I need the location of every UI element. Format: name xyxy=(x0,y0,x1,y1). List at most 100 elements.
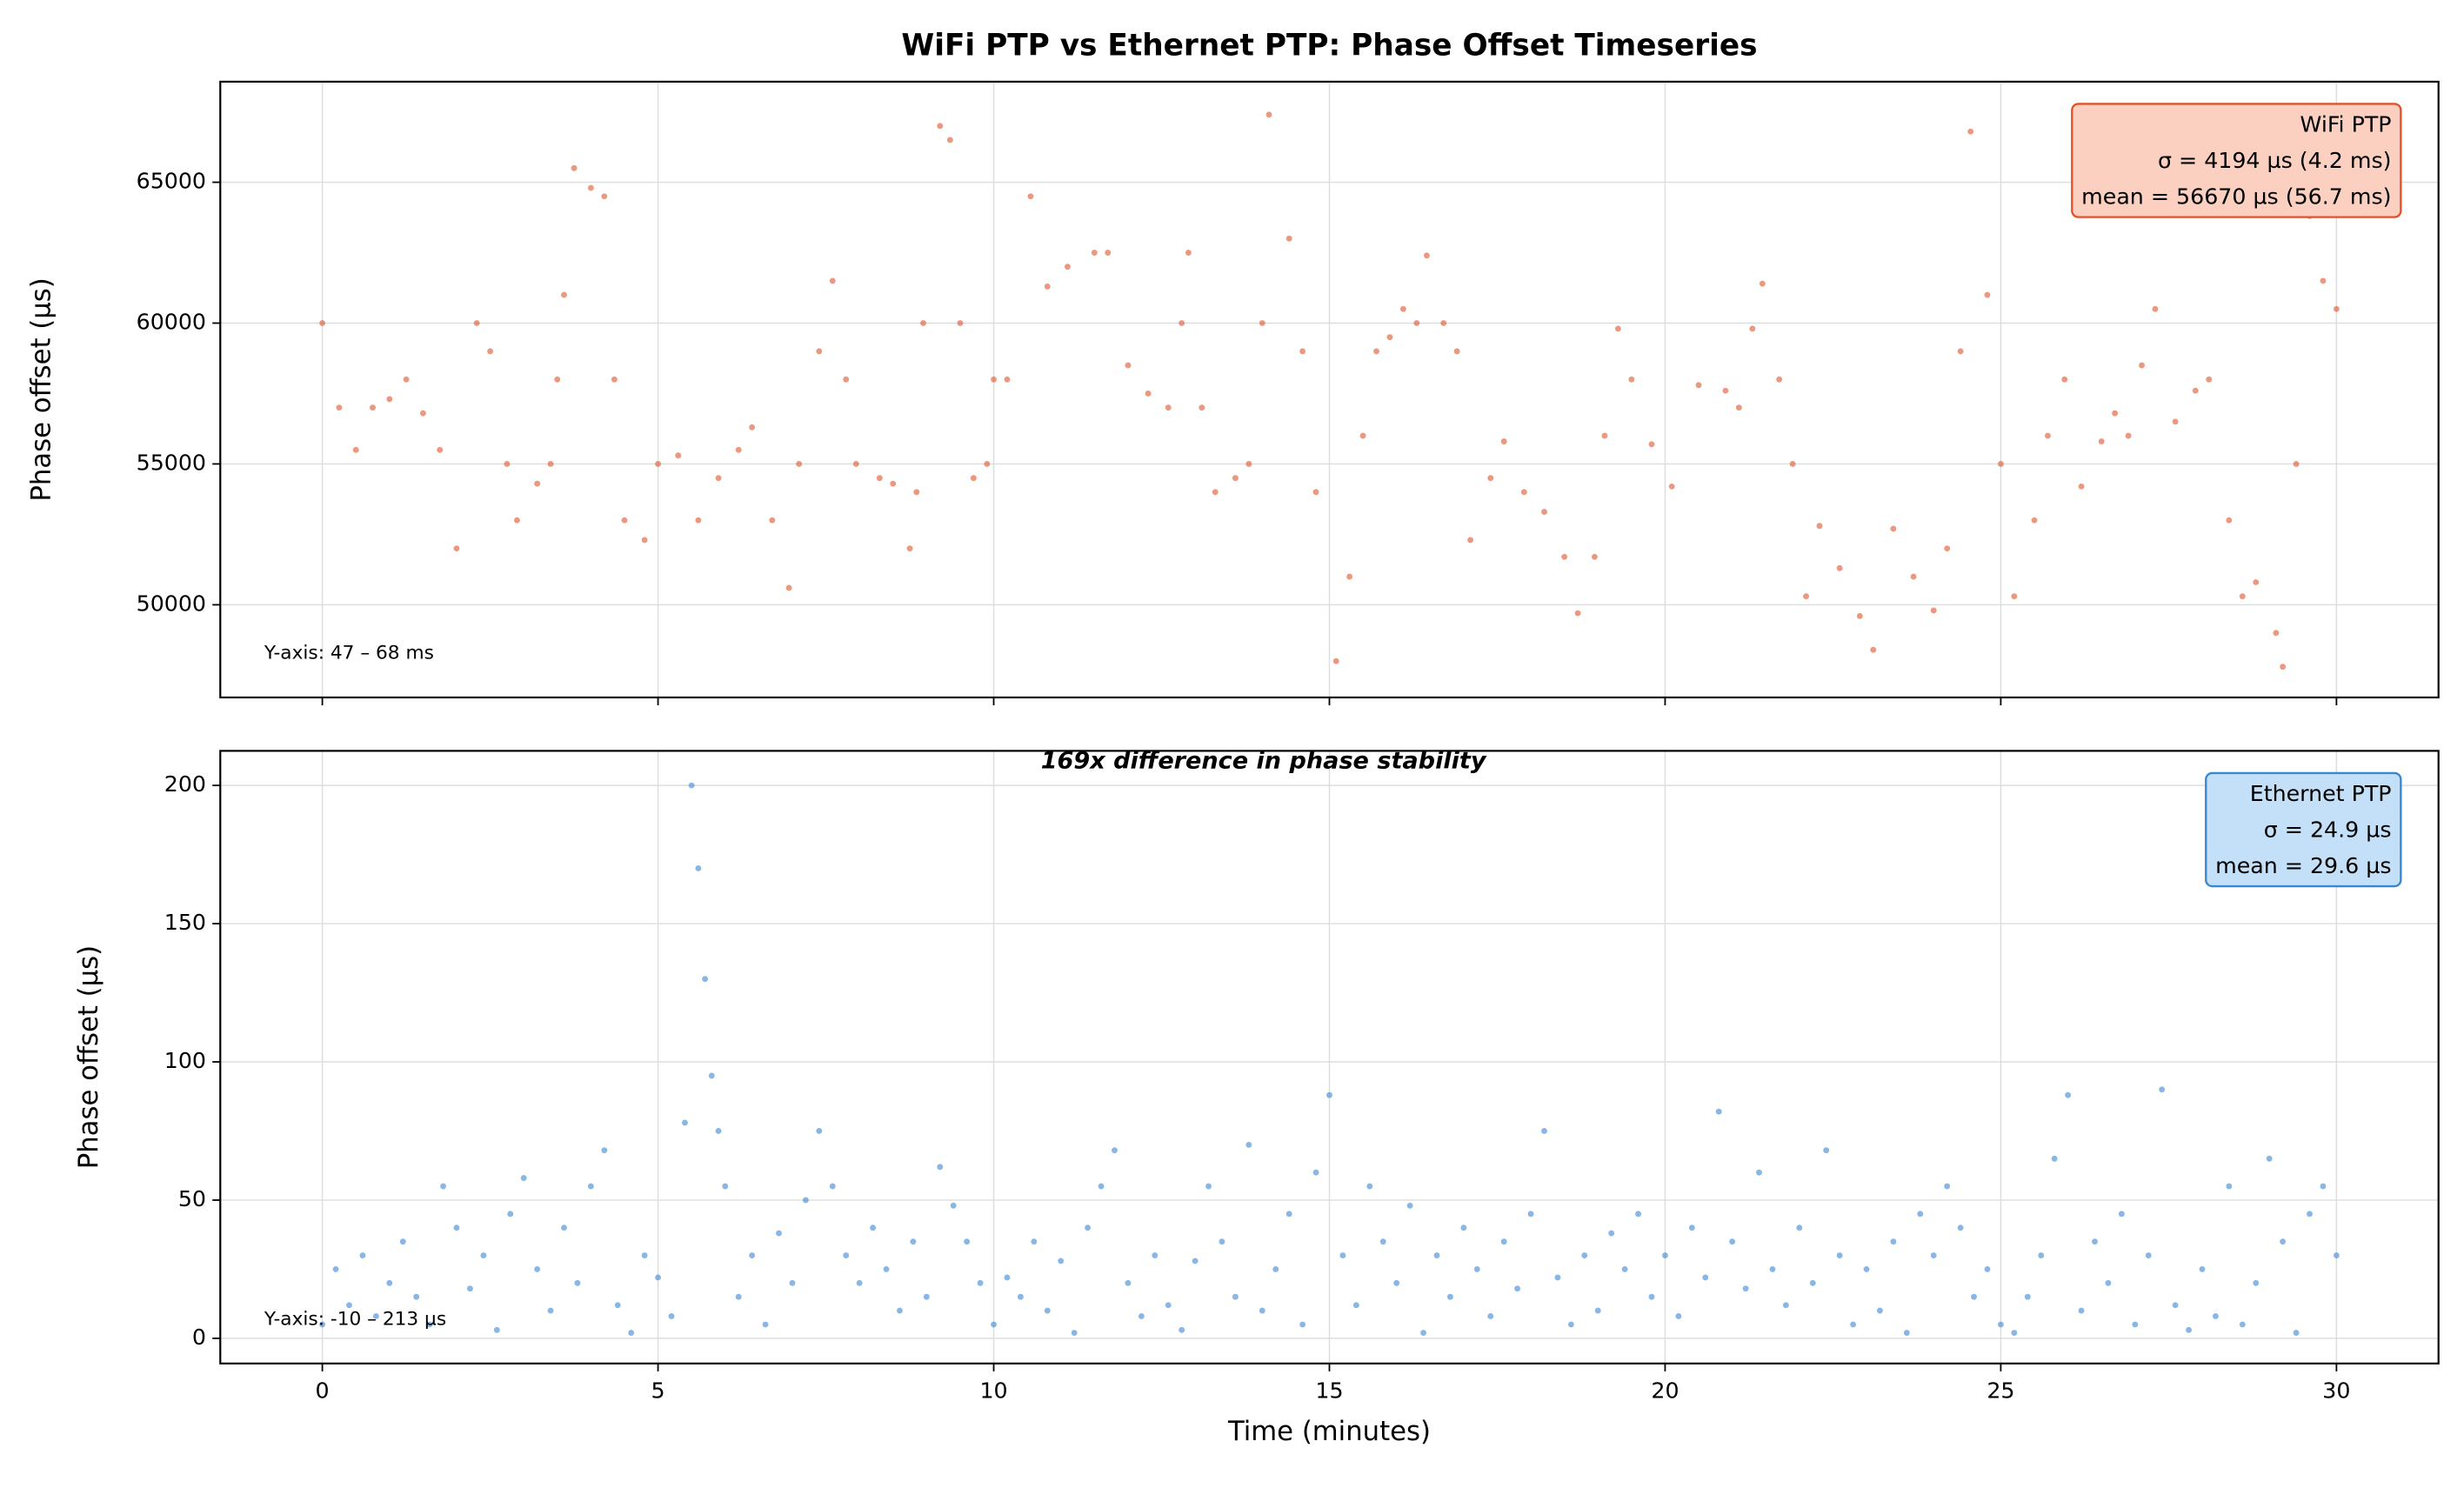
y-tick-label: 55000 xyxy=(137,450,206,475)
point xyxy=(1648,1293,1655,1300)
point xyxy=(2038,1252,2045,1258)
point xyxy=(1944,1183,1951,1190)
point xyxy=(514,517,520,524)
y-tick-label: 50000 xyxy=(137,591,206,616)
point xyxy=(1675,1313,1682,1319)
point xyxy=(1299,1321,1306,1328)
point xyxy=(2045,432,2051,439)
point xyxy=(1567,1321,1574,1328)
legend-text: mean = 29.6 µs xyxy=(2215,853,2391,878)
point xyxy=(1554,1274,1561,1281)
point xyxy=(1423,252,1430,259)
point xyxy=(1359,432,1366,439)
point xyxy=(1856,612,1863,619)
point xyxy=(2280,1238,2287,1245)
point xyxy=(1614,325,1621,332)
point xyxy=(1487,1313,1494,1319)
point xyxy=(1004,1274,1011,1281)
point xyxy=(1850,1321,1857,1328)
point xyxy=(1433,1252,1440,1258)
point xyxy=(789,1279,796,1286)
point xyxy=(1930,1252,1937,1258)
legend-text: WiFi PTP xyxy=(2300,112,2391,137)
point xyxy=(1500,438,1507,444)
point xyxy=(1591,553,1598,560)
point xyxy=(1299,348,1306,355)
point xyxy=(2078,1307,2085,1314)
point xyxy=(1742,1285,1749,1292)
point xyxy=(504,461,511,467)
legend-text: mean = 56670 µs (56.7 ms) xyxy=(2081,184,2391,210)
point xyxy=(1574,610,1581,617)
point xyxy=(1776,376,1783,383)
point xyxy=(359,1252,366,1258)
point xyxy=(1205,1183,1212,1190)
point xyxy=(1473,1265,1480,1272)
point xyxy=(534,480,541,487)
point xyxy=(1031,1238,1038,1245)
point xyxy=(2172,418,2179,425)
point xyxy=(571,164,578,171)
point xyxy=(1541,509,1547,515)
point xyxy=(1152,1252,1159,1258)
point xyxy=(1500,1238,1507,1245)
point xyxy=(2212,1313,2219,1319)
point xyxy=(507,1211,514,1218)
point xyxy=(1453,348,1460,355)
point xyxy=(1399,305,1406,312)
point xyxy=(1514,1285,1521,1292)
point xyxy=(829,1183,836,1190)
point xyxy=(735,446,742,453)
legend-text: σ = 24.9 µs xyxy=(2264,817,2392,843)
point xyxy=(2132,1321,2139,1328)
legend-text: Ethernet PTP xyxy=(2250,781,2392,806)
point xyxy=(346,1302,352,1309)
point xyxy=(1058,1258,1065,1264)
point xyxy=(2226,517,2233,524)
point xyxy=(1957,348,1964,355)
point xyxy=(923,1293,930,1300)
point xyxy=(870,1224,877,1231)
point xyxy=(964,1238,971,1245)
point xyxy=(547,461,554,467)
axis-note: Y-axis: 47 – 68 ms xyxy=(264,642,434,664)
point xyxy=(370,404,376,411)
y-tick-label: 60000 xyxy=(137,310,206,335)
point xyxy=(2239,1321,2246,1328)
point xyxy=(1944,545,1951,552)
point xyxy=(1199,404,1205,411)
point xyxy=(1520,489,1527,496)
chart-title: WiFi PTP vs Ethernet PTP: Phase Offset T… xyxy=(901,29,1757,63)
point xyxy=(1467,537,1474,544)
point xyxy=(561,291,567,298)
point xyxy=(413,1293,420,1300)
point xyxy=(816,348,823,355)
point xyxy=(2206,376,2213,383)
point xyxy=(1346,573,1353,580)
point xyxy=(1312,489,1319,496)
point xyxy=(1487,475,1494,482)
point xyxy=(802,1197,809,1204)
y-axis-label: Phase offset (µs) xyxy=(74,945,104,1169)
point xyxy=(1460,1224,1467,1231)
point xyxy=(2320,1183,2327,1190)
point xyxy=(1179,1326,1185,1333)
point xyxy=(1044,1307,1051,1314)
point xyxy=(2051,1155,2058,1162)
point xyxy=(1863,1265,1870,1272)
point xyxy=(1836,1252,1843,1258)
legend: Ethernet PTP σ = 24.9 µs mean = 29.6 µs xyxy=(2205,771,2402,888)
point xyxy=(1735,404,1742,411)
point xyxy=(587,184,594,191)
point xyxy=(2172,1302,2179,1309)
point xyxy=(2253,1279,2260,1286)
point xyxy=(493,1326,500,1333)
plot-frame xyxy=(219,750,2440,1365)
point xyxy=(1917,1211,1924,1218)
point xyxy=(2105,1279,2112,1286)
x-tick-label: 20 xyxy=(1651,1378,1679,1403)
point xyxy=(332,1265,339,1272)
point xyxy=(1729,1238,1736,1245)
point xyxy=(2152,305,2159,312)
point xyxy=(1601,432,1608,439)
